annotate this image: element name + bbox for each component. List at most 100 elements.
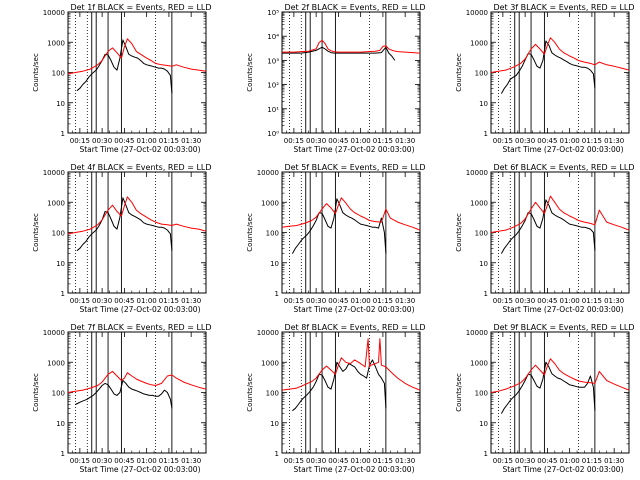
plot-frame bbox=[281, 331, 421, 454]
x-tick-label: 00:45 bbox=[328, 297, 348, 305]
x-tick-label: 00:15 bbox=[70, 457, 90, 465]
y-tick-label: 1000 bbox=[47, 39, 65, 47]
x-tick-label: 00:15 bbox=[284, 137, 304, 145]
y-tick-label: 10³ bbox=[267, 57, 279, 65]
x-tick-label: 01:00 bbox=[351, 457, 371, 465]
x-axis-label: Start Time (27-Oct-02 00:03:00) bbox=[293, 145, 414, 154]
events-series-line bbox=[291, 198, 387, 254]
x-axis-label: Start Time (27-Oct-02 00:03:00) bbox=[293, 465, 414, 474]
y-axis-label: Counts/sec bbox=[32, 373, 40, 412]
lld-series-line bbox=[281, 197, 421, 231]
plot-frame bbox=[281, 171, 421, 294]
y-tick-label: 10⁰ bbox=[267, 130, 279, 138]
panel-8: Det 8f BLACK = Events, RED = LLD Counts/s… bbox=[246, 323, 426, 474]
panel-title: Det 3f BLACK = Events, RED = LLD bbox=[493, 3, 634, 12]
x-tick-label: 01:15 bbox=[159, 457, 179, 465]
x-tick-label: 00:30 bbox=[515, 137, 535, 145]
plot-frame bbox=[490, 171, 630, 294]
lld-series-line bbox=[490, 358, 630, 393]
y-axis-label: Counts/sec bbox=[246, 53, 254, 92]
y-axis-label: Counts/sec bbox=[455, 213, 463, 252]
x-tick-label: 00:15 bbox=[284, 297, 304, 305]
x-tick-label: 01:15 bbox=[159, 137, 179, 145]
panel-5: Det 5f BLACK = Events, RED = LLD Counts/s… bbox=[246, 163, 426, 314]
x-tick-label: 01:30 bbox=[604, 457, 624, 465]
y-tick-label: 10000 bbox=[43, 329, 65, 337]
lld-series-line bbox=[67, 370, 207, 393]
panel-title: Det 2f BLACK = Events, RED = LLD bbox=[284, 3, 425, 12]
y-tick-label: 1000 bbox=[261, 199, 279, 207]
y-tick-label: 1 bbox=[61, 450, 65, 458]
x-tick-label: 01:00 bbox=[137, 457, 157, 465]
y-tick-label: 1 bbox=[484, 450, 488, 458]
y-tick-label: 1 bbox=[61, 290, 65, 298]
x-tick-label: 01:15 bbox=[373, 137, 393, 145]
y-tick-label: 1 bbox=[275, 450, 279, 458]
x-tick-label: 00:30 bbox=[92, 137, 112, 145]
y-tick-label: 1000 bbox=[470, 39, 488, 47]
x-tick-label: 01:00 bbox=[560, 137, 580, 145]
x-tick-label: 01:00 bbox=[137, 297, 157, 305]
x-tick-label: 01:30 bbox=[181, 137, 201, 145]
panel-1: Det 1f BLACK = Events, RED = LLD Counts/s… bbox=[32, 3, 212, 154]
y-tick-label: 10 bbox=[56, 260, 65, 268]
x-tick-label: 01:30 bbox=[395, 297, 415, 305]
panel-title: Det 9f BLACK = Events, RED = LLD bbox=[493, 323, 634, 332]
x-axis-label: Start Time (27-Oct-02 00:03:00) bbox=[79, 145, 200, 154]
y-tick-label: 100 bbox=[475, 230, 488, 238]
lld-series-line bbox=[67, 196, 207, 235]
panel-title: Det 5f BLACK = Events, RED = LLD bbox=[284, 163, 425, 172]
lld-series-line bbox=[490, 37, 630, 73]
panel-6: Det 6f BLACK = Events, RED = LLD Counts/s… bbox=[455, 163, 635, 314]
events-series-line bbox=[282, 46, 396, 61]
x-tick-label: 00:15 bbox=[284, 457, 304, 465]
x-axis-label: Start Time (27-Oct-02 00:03:00) bbox=[79, 465, 200, 474]
events-series-line bbox=[76, 39, 173, 94]
x-tick-label: 00:30 bbox=[306, 297, 326, 305]
x-tick-label: 00:15 bbox=[70, 137, 90, 145]
y-tick-label: 10 bbox=[479, 100, 488, 108]
x-tick-label: 00:45 bbox=[114, 137, 134, 145]
plot-frame bbox=[67, 11, 207, 134]
y-tick-label: 1000 bbox=[47, 359, 65, 367]
y-axis-label: Counts/sec bbox=[246, 213, 254, 252]
x-tick-label: 00:15 bbox=[493, 297, 513, 305]
x-tick-label: 00:45 bbox=[328, 457, 348, 465]
x-tick-label: 00:15 bbox=[493, 457, 513, 465]
y-tick-label: 100 bbox=[475, 70, 488, 78]
panel-title: Det 8f BLACK = Events, RED = LLD bbox=[284, 323, 425, 332]
x-tick-label: 01:30 bbox=[604, 137, 624, 145]
y-tick-label: 1 bbox=[484, 130, 488, 138]
events-series-line bbox=[500, 199, 596, 254]
y-tick-label: 100 bbox=[52, 70, 65, 78]
x-tick-label: 00:45 bbox=[328, 137, 348, 145]
panel-9: Det 9f BLACK = Events, RED = LLD Counts/s… bbox=[455, 323, 635, 474]
y-tick-label: 10² bbox=[267, 82, 279, 90]
lld-series-line bbox=[67, 38, 207, 75]
x-tick-label: 01:30 bbox=[181, 297, 201, 305]
x-tick-label: 00:30 bbox=[306, 457, 326, 465]
y-tick-label: 10 bbox=[270, 260, 279, 268]
y-tick-label: 10⁵ bbox=[267, 9, 279, 17]
x-tick-label: 00:45 bbox=[537, 297, 557, 305]
x-tick-label: 01:30 bbox=[181, 457, 201, 465]
y-tick-label: 1 bbox=[61, 130, 65, 138]
x-tick-label: 00:45 bbox=[537, 457, 557, 465]
y-tick-label: 10¹ bbox=[267, 106, 279, 114]
y-tick-label: 100 bbox=[266, 230, 279, 238]
y-tick-label: 1 bbox=[275, 290, 279, 298]
y-tick-label: 10000 bbox=[43, 169, 65, 177]
panel-title: Det 4f BLACK = Events, RED = LLD bbox=[70, 163, 211, 172]
lld-series-line bbox=[281, 338, 421, 391]
x-tick-label: 01:30 bbox=[395, 457, 415, 465]
x-tick-label: 01:30 bbox=[395, 137, 415, 145]
y-tick-label: 100 bbox=[52, 230, 65, 238]
x-axis-label: Start Time (27-Oct-02 00:03:00) bbox=[502, 305, 623, 314]
events-series-line bbox=[292, 359, 387, 412]
y-tick-label: 10 bbox=[56, 100, 65, 108]
y-axis-label: Counts/sec bbox=[32, 53, 40, 92]
y-tick-label: 10000 bbox=[43, 9, 65, 17]
y-tick-label: 10000 bbox=[466, 169, 488, 177]
panel-4: Det 4f BLACK = Events, RED = LLD Counts/s… bbox=[32, 163, 212, 314]
y-tick-label: 100 bbox=[475, 390, 488, 398]
